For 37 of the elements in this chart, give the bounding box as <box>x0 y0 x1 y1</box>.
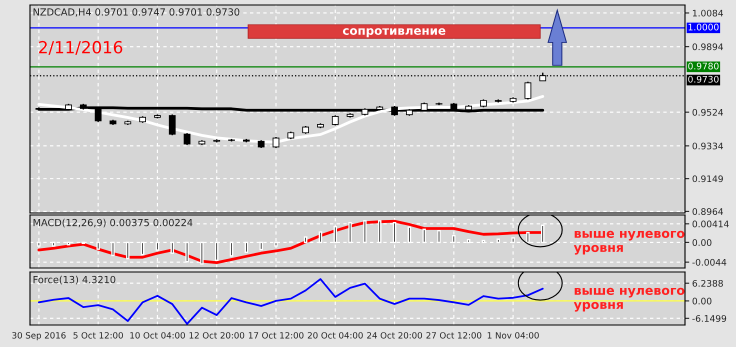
annotation: выше нулевого уровня <box>574 230 684 255</box>
y-tick-label: 0.9524 <box>692 108 724 116</box>
y-tick-label: 0.9149 <box>692 175 723 182</box>
y-tick-label: -6.1499 <box>692 315 726 322</box>
x-tick-label: 5 Oct 12:00 <box>74 332 123 339</box>
bar <box>230 242 234 257</box>
chart-title: MACD(12,26,9) 0.00375 0.00224 <box>34 218 192 228</box>
x-tick-label: 1 Nov 04:00 <box>488 332 539 339</box>
y-tick-label: 0.00 <box>692 239 712 246</box>
candlestick <box>168 114 176 136</box>
chart-title: NZDCAD,H4 0.9701 0.9747 0.9701 0.9730 <box>34 8 240 17</box>
candlestick <box>184 132 190 146</box>
y-tick-label: 6.2388 <box>692 280 723 287</box>
y-tick-label: 0.9894 <box>692 43 724 50</box>
bar <box>496 238 500 244</box>
x-tick-label: 20 Oct 04:00 <box>308 332 363 339</box>
x-tick-label: 10 Oct 04:00 <box>130 332 185 339</box>
y-tick-label: 0.00414 <box>692 220 729 228</box>
ref-line-label: 0.9730 <box>688 76 719 83</box>
x-tick-label: 17 Oct 12:00 <box>248 332 304 339</box>
chart-title: Force(13) 4.3210 <box>34 276 116 284</box>
x-tick-label: 30 Sep 2016 <box>12 332 66 340</box>
ref-line-label: 1.0000 <box>688 24 719 30</box>
y-tick-label: -0.0044 <box>692 258 726 266</box>
annotation: выше нулевого уровня <box>574 288 684 312</box>
y-tick-label: 1.0084 <box>692 10 724 17</box>
y-tick-label: 0.00 <box>692 298 712 304</box>
annotation: сопротивление <box>342 28 446 38</box>
x-tick-label: 12 Oct 20:00 <box>190 332 244 339</box>
bar <box>304 236 308 244</box>
x-tick-label: 24 Oct 20:00 <box>367 332 422 339</box>
y-tick-label: 0.8964 <box>692 208 724 215</box>
ref-line-label: 0.9780 <box>688 62 719 70</box>
x-tick-label: 27 Oct 12:00 <box>426 332 482 339</box>
annotation: 2/11/2016 <box>39 40 122 55</box>
bar <box>363 220 367 244</box>
y-tick-label: 0.9334 <box>692 142 724 150</box>
